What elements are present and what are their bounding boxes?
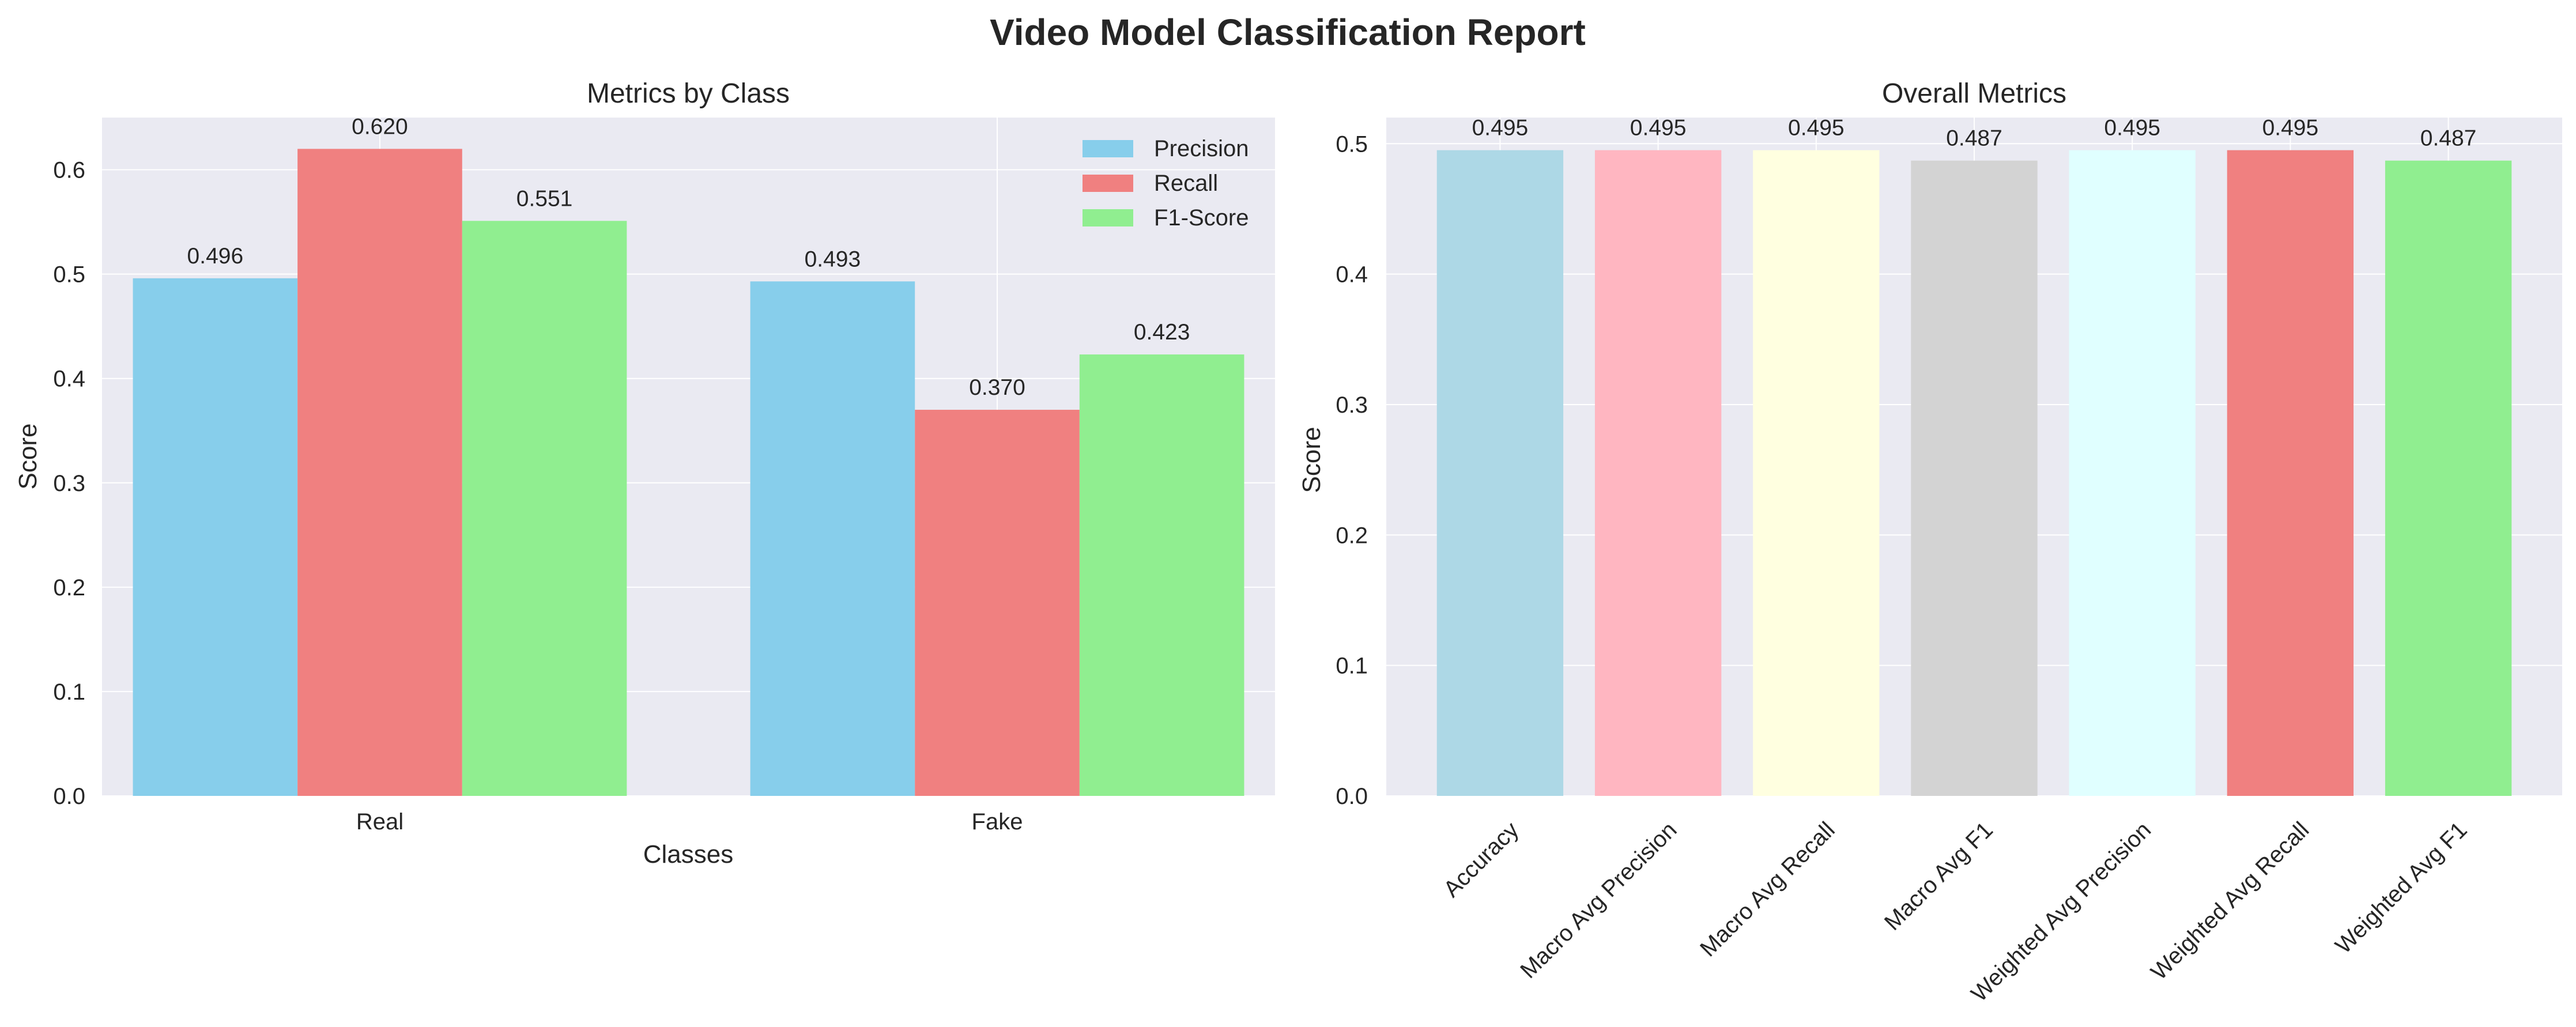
- left-bar-recall: [297, 149, 462, 796]
- left-bar-value-label: 0.496: [187, 244, 244, 269]
- right-bar: [2227, 150, 2354, 796]
- right-bar-value-label: 0.495: [1630, 116, 1687, 141]
- right-y-tick-label: 0.1: [1336, 654, 1368, 679]
- right-bar-value-label: 0.495: [1788, 116, 1845, 141]
- right-bar: [1911, 160, 2038, 796]
- legend-swatch-precision: [1083, 140, 1133, 157]
- left-x-tick-label: Fake: [972, 809, 1023, 835]
- right-x-tick-label: Macro Avg Recall: [1695, 817, 1840, 962]
- legend-label-recall: Recall: [1154, 171, 1218, 196]
- right-y-tick-label: 0.4: [1336, 262, 1368, 288]
- left-y-tick-label: 0.2: [53, 575, 85, 601]
- left-bar-value-label: 0.493: [805, 247, 861, 271]
- right-x-tick-label: Macro Avg F1: [1880, 817, 1998, 935]
- left-legend: Precision Recall F1-Score: [1083, 136, 1249, 231]
- legend-label-f1-score: F1-Score: [1154, 205, 1249, 231]
- left-y-tick-label: 0.5: [53, 262, 85, 288]
- left-y-tick-label: 0.3: [53, 471, 85, 496]
- left-chart-title: Metrics by Class: [587, 78, 790, 109]
- right-bar: [2385, 160, 2512, 796]
- right-bar: [1753, 150, 1880, 796]
- left-y-tick-label: 0.0: [53, 784, 85, 809]
- left-bar-value-label: 0.551: [516, 186, 573, 211]
- right-y-tick-label: 0.3: [1336, 392, 1368, 418]
- right-chart-title: Overall Metrics: [1882, 78, 2066, 109]
- right-bar: [1436, 150, 1564, 796]
- left-bar-recall: [915, 410, 1080, 796]
- left-x-tick-label: Real: [356, 809, 403, 835]
- right-bar-value-label: 0.495: [2262, 116, 2319, 141]
- right-chart-panel: 0.495 0.495 0.495 0.487 0.495 0.495 0.487 0.0 0…: [1298, 78, 2562, 1007]
- right-bar-value-label: 0.495: [2104, 116, 2160, 141]
- right-bar: [2069, 150, 2196, 796]
- left-bar-value-label: 0.423: [1134, 320, 1190, 345]
- right-x-tick-label: Weighted Avg F1: [2330, 817, 2472, 958]
- left-bar-value-label: 0.370: [969, 375, 1025, 400]
- figure-title: Video Model Classification Report: [990, 12, 1586, 53]
- left-chart-panel: 0.496 0.493 0.620 0.370 0.551 0.423 0.0 0.1 0.2…: [14, 78, 1275, 869]
- left-y-axis-label: Score: [14, 424, 42, 490]
- right-x-tick-label: Weighted Avg Precision: [1966, 817, 2156, 1007]
- right-y-tick-label: 0.5: [1336, 131, 1368, 157]
- right-x-tick-label: Weighted Avg Recall: [2146, 817, 2314, 985]
- right-bar: [1594, 150, 1722, 796]
- left-y-tick-label: 0.1: [53, 679, 85, 705]
- right-x-tick-label: Macro Avg Precision: [1515, 817, 1681, 983]
- left-bar-f1-score: [462, 221, 627, 796]
- right-x-tick-label: Accuracy: [1439, 817, 1523, 902]
- left-x-axis-label: Classes: [643, 840, 734, 869]
- right-y-axis-label: Score: [1298, 427, 1326, 493]
- left-y-tick-label: 0.4: [53, 367, 85, 392]
- legend-swatch-f1-score: [1083, 209, 1133, 226]
- right-bar-value-label: 0.487: [2420, 126, 2477, 151]
- left-bar-f1-score: [1079, 354, 1244, 796]
- left-bar-precision: [133, 278, 298, 796]
- legend-swatch-recall: [1083, 175, 1133, 192]
- left-y-tick-label: 0.6: [53, 158, 85, 183]
- right-y-tick-label: 0.2: [1336, 523, 1368, 548]
- legend-label-precision: Precision: [1154, 136, 1249, 161]
- left-bar-value-label: 0.620: [352, 114, 408, 139]
- right-bar-value-label: 0.487: [1946, 126, 2002, 151]
- left-bar-precision: [750, 281, 915, 796]
- right-y-tick-label: 0.0: [1336, 784, 1368, 809]
- right-bar-value-label: 0.495: [1472, 116, 1529, 141]
